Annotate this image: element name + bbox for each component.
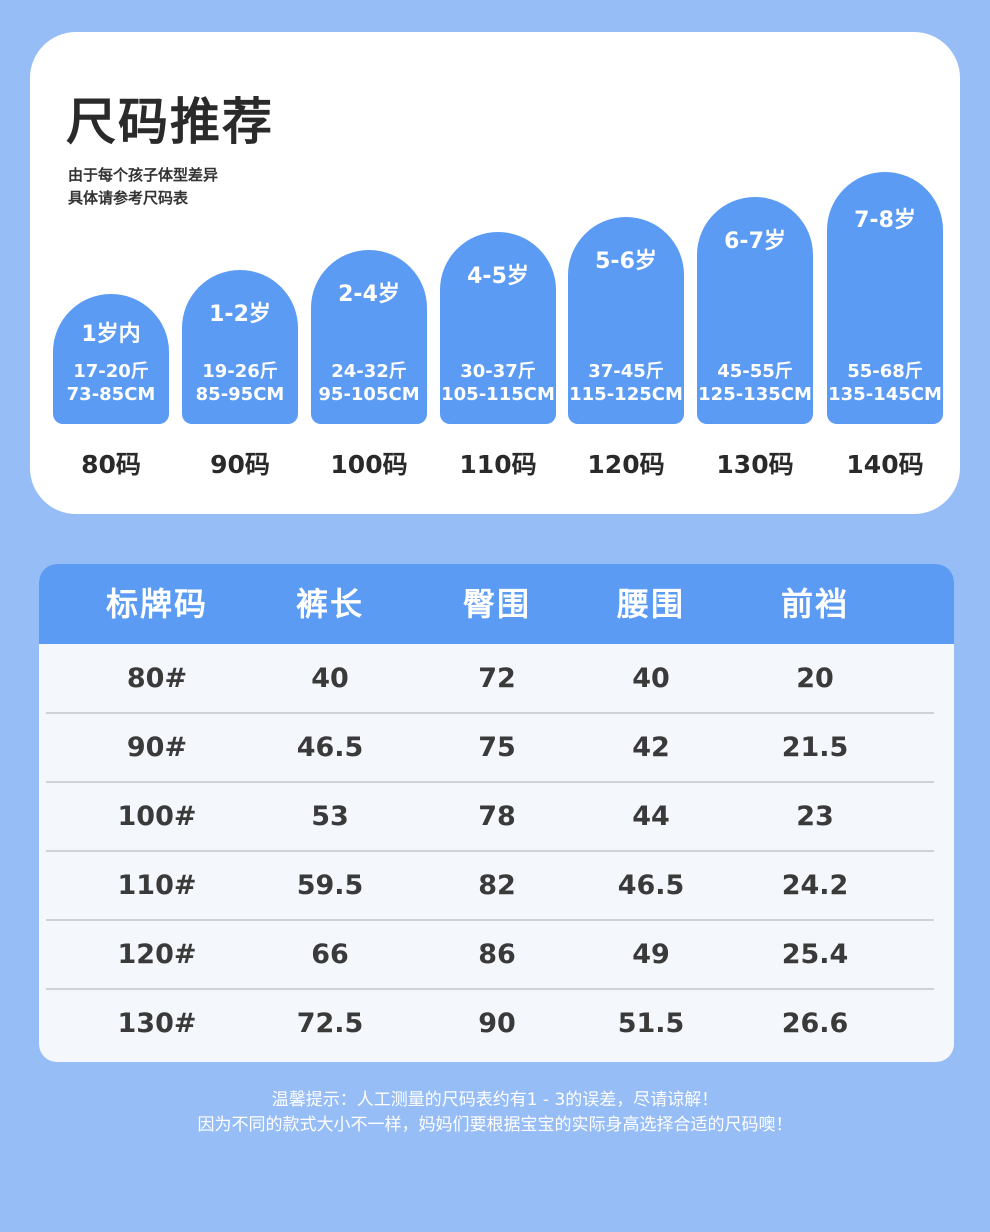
- table-cell: 26.6: [781, 1008, 849, 1039]
- table-cell: 90#: [126, 732, 188, 763]
- table-cell: 100#: [117, 801, 197, 832]
- size-pillar: 5-6岁 37-45斤 115-125CM: [568, 217, 684, 424]
- column-header: 裤长: [295, 585, 364, 623]
- footer-note-line-1: 温馨提示：人工测量的尺码表约有1 - 3的误差，尽请谅解！: [271, 1090, 719, 1110]
- table-cell: 20: [796, 663, 834, 694]
- footer-note-line-2: 因为不同的款式大小不一样，妈妈们要根据宝宝的实际身高选择合适的尺码噢！: [197, 1115, 793, 1135]
- subtitle-line-2: 具体请参考尺码表: [68, 189, 189, 207]
- size-pillar: 1-2岁 19-26斤 85-95CM: [182, 270, 298, 424]
- table-cell: 46.5: [296, 732, 364, 763]
- table-cell: 82: [478, 870, 516, 901]
- row-divider: [46, 988, 934, 990]
- age-label: 7-8岁: [854, 208, 916, 233]
- table-cell: 110#: [117, 870, 197, 901]
- table-cell: 80#: [126, 663, 188, 694]
- table-header: 标牌码 裤长 臀围 腰围 前裆: [39, 564, 954, 644]
- table-cell: 66: [311, 939, 349, 970]
- height-range: 125-135CM: [698, 384, 812, 405]
- weight-range: 17-20斤: [73, 361, 149, 382]
- table-row: 130# 72.5 90 51.5 26.6: [39, 989, 954, 1058]
- table-cell: 86: [478, 939, 516, 970]
- height-range: 73-85CM: [66, 384, 156, 405]
- table-cell: 78: [478, 801, 516, 832]
- table-cell: 49: [632, 939, 670, 970]
- column-header: 前裆: [780, 585, 849, 623]
- size-pillar: 7-8岁 55-68斤 135-145CM: [827, 172, 943, 424]
- size-code: 110码: [459, 450, 537, 479]
- table-row: 100# 53 78 44 23: [39, 782, 954, 852]
- row-divider: [46, 712, 934, 714]
- subtitle-line-1: 由于每个孩子体型差异: [68, 166, 219, 184]
- table-row: 110# 59.5 82 46.5 24.2: [39, 851, 954, 921]
- size-table: 标牌码 裤长 臀围 腰围 前裆 80# 40 72 40 20 90# 46.5 75 42 21.5 10…: [39, 564, 954, 1062]
- height-range: 95-105CM: [318, 384, 420, 405]
- table-cell: 25.4: [781, 939, 849, 970]
- age-label: 6-7岁: [724, 229, 786, 254]
- table-cell: 51.5: [617, 1008, 685, 1039]
- table-cell: 53: [311, 801, 349, 832]
- table-cell: 46.5: [617, 870, 685, 901]
- height-range: 115-125CM: [569, 384, 683, 405]
- table-row: 120# 66 86 49 25.4: [39, 920, 954, 990]
- age-label: 4-5岁: [467, 264, 529, 289]
- table-row: 90# 46.5 75 42 21.5: [39, 713, 954, 783]
- table-cell: 75: [478, 732, 516, 763]
- table-row: 80# 40 72 40 20: [39, 644, 954, 714]
- table-cell: 59.5: [296, 870, 364, 901]
- weight-range: 19-26斤: [202, 361, 278, 382]
- age-label: 2-4岁: [338, 282, 400, 307]
- page-title: 尺码推荐: [66, 93, 274, 151]
- row-divider: [46, 850, 934, 852]
- table-cell: 24.2: [781, 870, 849, 901]
- size-recommendation-card: 尺码推荐 由于每个孩子体型差异 具体请参考尺码表 1岁内 17-20斤 73-85C…: [30, 32, 960, 514]
- age-label: 1岁内: [81, 322, 141, 347]
- table-cell: 44: [632, 801, 670, 832]
- table-cell: 40: [311, 663, 349, 694]
- table-cell: 40: [632, 663, 670, 694]
- column-header: 腰围: [616, 585, 685, 623]
- row-divider: [46, 781, 934, 783]
- height-range: 105-115CM: [441, 384, 555, 405]
- size-code: 120码: [587, 450, 665, 479]
- weight-range: 55-68斤: [847, 361, 923, 382]
- size-pillar: 6-7岁 45-55斤 125-135CM: [697, 197, 813, 424]
- table-cell: 21.5: [781, 732, 849, 763]
- weight-range: 30-37斤: [460, 361, 536, 382]
- height-range: 85-95CM: [195, 384, 285, 405]
- table-cell: 130#: [117, 1008, 197, 1039]
- table-cell: 90: [478, 1008, 516, 1039]
- size-pillar: 1岁内 17-20斤 73-85CM: [53, 294, 169, 424]
- size-pillar: 2-4岁 24-32斤 95-105CM: [311, 250, 427, 424]
- height-range: 135-145CM: [828, 384, 942, 405]
- weight-range: 24-32斤: [331, 361, 407, 382]
- size-code: 100码: [330, 450, 408, 479]
- size-pillar: 4-5岁 30-37斤 105-115CM: [440, 232, 556, 424]
- column-header: 臀围: [462, 585, 531, 623]
- table-cell: 120#: [117, 939, 197, 970]
- size-code: 140码: [846, 450, 924, 479]
- column-header: 标牌码: [105, 585, 208, 623]
- age-label: 5-6岁: [595, 249, 657, 274]
- row-divider: [46, 919, 934, 921]
- subtitle: 由于每个孩子体型差异 具体请参考尺码表: [68, 164, 218, 210]
- size-code: 130码: [716, 450, 794, 479]
- weight-range: 45-55斤: [717, 361, 793, 382]
- table-cell: 72: [478, 663, 516, 694]
- table-cell: 23: [796, 801, 834, 832]
- age-label: 1-2岁: [209, 302, 271, 327]
- table-cell: 42: [632, 732, 670, 763]
- size-code: 90码: [210, 450, 270, 479]
- weight-range: 37-45斤: [588, 361, 664, 382]
- size-code: 80码: [81, 450, 141, 479]
- table-cell: 72.5: [296, 1008, 364, 1039]
